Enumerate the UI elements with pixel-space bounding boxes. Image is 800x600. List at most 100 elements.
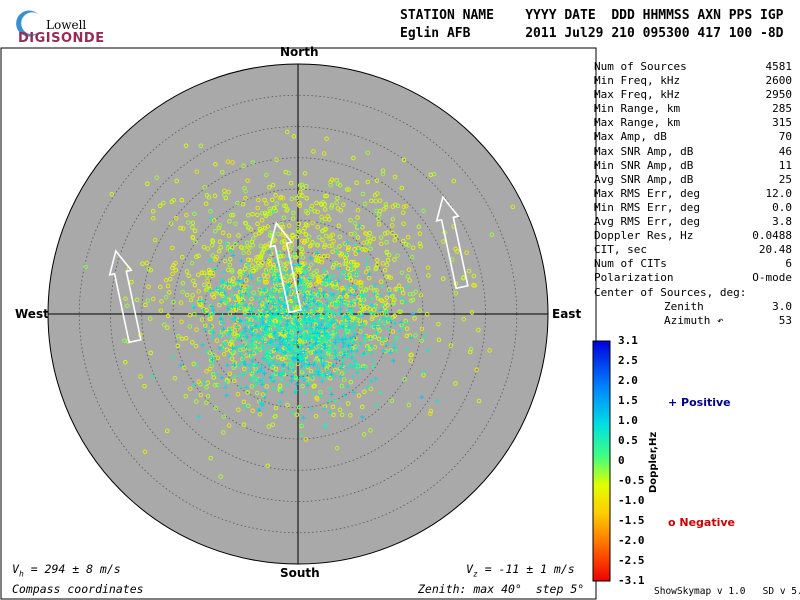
source-positive [249,303,254,309]
source-negative [220,230,226,236]
source-positive [270,292,275,298]
source-negative [245,178,250,183]
source-negative [266,258,271,264]
source-negative [227,371,233,376]
source-negative [283,203,288,209]
source-negative [354,262,359,268]
source-negative [212,383,218,388]
source-positive [289,345,294,350]
source-positive [348,292,353,297]
source-negative [331,239,336,244]
source-positive [388,350,393,355]
source-positive [302,291,307,297]
source-positive [283,303,288,308]
source-negative [314,242,320,247]
source-positive [295,377,300,382]
source-positive [274,328,280,333]
source-negative [337,263,342,268]
header-columns: STATION NAME YYYY DATE DDD HHMMSS AXN PP… [400,8,784,23]
source-negative [239,245,244,251]
source-positive [404,321,409,326]
source-positive [232,287,238,292]
source-positive [251,374,256,380]
source-positive [326,335,331,340]
source-negative [175,343,181,349]
source-positive [297,323,302,328]
source-positive [267,358,272,363]
source-negative [270,182,276,188]
source-negative [315,209,320,215]
source-negative [384,262,390,267]
colorbar-tick: -2.0 [618,534,645,547]
source-positive [311,362,316,368]
source-negative [262,210,268,216]
north-label: North [280,45,319,59]
source-positive [266,249,272,255]
source-negative [401,221,406,226]
source-positive [255,317,260,323]
stat-row: Avg SNR Amp, dB 25 [594,172,792,186]
source-negative [123,296,128,301]
source-positive [240,372,246,378]
source-positive [364,262,370,267]
source-positive [354,272,359,277]
source-positive [338,374,344,379]
source-negative [382,231,388,236]
source-positive [239,258,244,264]
source-negative [260,392,266,397]
source-positive [278,349,283,355]
center-heading: Center of Sources, deg: [594,285,747,299]
source-positive [287,336,293,341]
source-positive [331,363,336,368]
source-positive [286,332,291,337]
source-positive [247,363,252,368]
source-positive [257,287,263,293]
source-positive [237,318,242,323]
source-negative [250,211,255,217]
source-negative [453,381,458,386]
source-positive [356,364,361,369]
source-negative [260,260,265,266]
source-positive [352,358,358,363]
source-positive [231,253,236,258]
source-positive [341,320,346,325]
source-negative [335,195,340,201]
source-negative [329,243,335,248]
source-negative [361,306,367,312]
source-positive [311,298,316,304]
source-negative [332,323,337,329]
source-positive [405,285,410,290]
source-negative [382,267,388,273]
source-positive [295,348,301,354]
source-negative [348,379,354,385]
source-positive [248,330,253,335]
source-positive [270,373,275,378]
source-positive [268,288,273,293]
source-positive [224,331,229,337]
source-positive [245,262,250,268]
velocity-arrows [108,195,469,344]
source-positive [319,360,324,366]
source-negative [274,157,279,162]
source-positive [276,317,281,322]
source-positive [208,323,213,329]
source-negative [355,215,360,220]
source-negative [389,398,395,404]
source-positive [355,269,361,274]
source-positive [209,216,214,221]
source-negative [231,276,236,281]
source-negative [143,302,148,308]
source-positive [333,340,338,345]
source-negative [264,279,269,285]
source-negative [307,244,313,249]
source-positive [301,415,306,420]
source-positive [302,284,307,290]
source-positive [346,343,351,348]
source-negative [291,210,296,216]
source-positive [255,369,260,375]
stat-row: Max RMS Err, deg 12.0 [594,186,792,200]
source-negative [123,360,128,365]
source-positive [223,385,228,390]
source-negative [320,228,325,234]
velocity-arrow [435,195,469,290]
